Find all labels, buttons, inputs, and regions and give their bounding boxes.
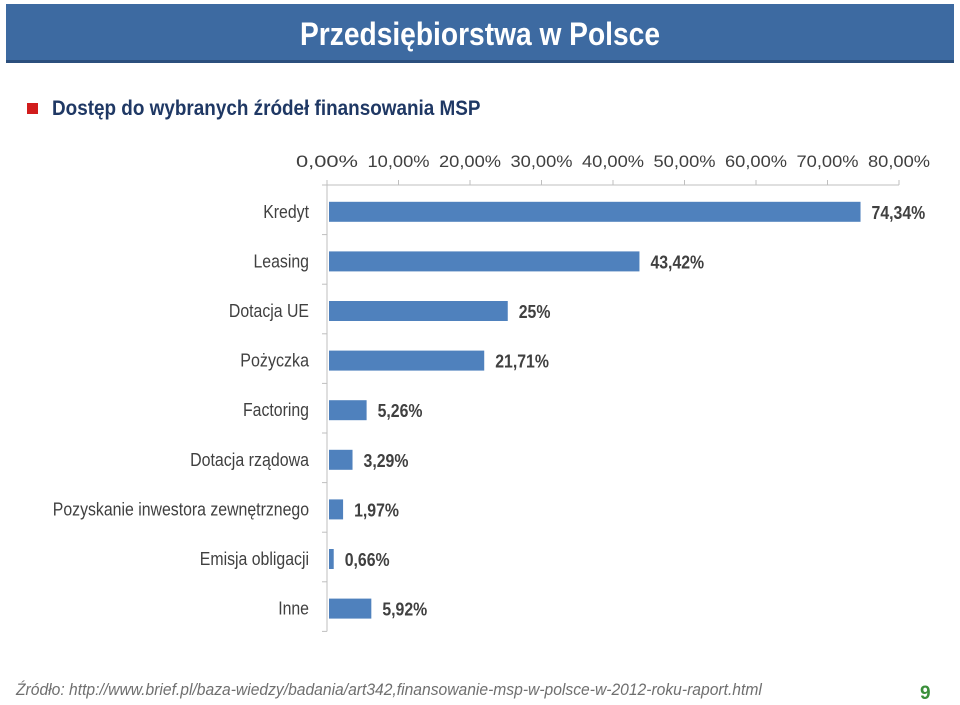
bar — [329, 301, 508, 321]
bar — [329, 201, 861, 222]
x-tick-label: 0,00% — [296, 152, 358, 171]
category-label: Pożyczka — [240, 351, 310, 371]
data-label: 0,66% — [345, 550, 390, 570]
x-tick-label: 70,00% — [797, 152, 859, 171]
category-label: Pozyskanie inwestora zewnętrznego — [53, 499, 309, 519]
title-bar: Przedsiębiorstwa w Polsce — [6, 4, 954, 63]
data-label: 43,42% — [650, 252, 704, 272]
bar — [329, 449, 353, 470]
x-tick-label: 20,00% — [439, 152, 501, 171]
bar — [329, 251, 640, 272]
data-label: 3,29% — [364, 451, 409, 471]
category-label: Inne — [278, 599, 309, 619]
page-number: 9 — [920, 683, 931, 704]
bar — [329, 549, 334, 569]
chart-subtitle: Dostęp do wybranych źródeł finansowania … — [52, 97, 481, 120]
source-note: Źródło: http://www.brief.pl/baza-wiedzy/… — [16, 680, 762, 699]
x-tick-label: 50,00% — [654, 152, 716, 171]
data-label: 5,26% — [378, 401, 423, 421]
slide-title: Przedsiębiorstwa w Polsce — [300, 16, 660, 52]
category-label: Dotacja rządowa — [190, 450, 310, 470]
bar-chart: 0,00% 10,00% 20,00% 30,00% 40,00% 50,00% 60,00… — [53, 152, 930, 632]
bullet-square-icon — [27, 103, 38, 114]
data-label: 25% — [519, 302, 551, 322]
bar — [329, 598, 372, 619]
x-tick-label: 40,00% — [582, 152, 644, 171]
category-label: Kredyt — [263, 202, 309, 222]
x-tick-label: 10,00% — [368, 152, 430, 171]
category-label: Emisja obligacji — [200, 549, 309, 569]
data-label: 74,34% — [872, 203, 926, 223]
x-tick-label: 80,00% — [868, 152, 930, 171]
bar — [329, 400, 367, 421]
category-label: Dotacja UE — [229, 301, 309, 321]
x-tick-label: 60,00% — [725, 152, 787, 171]
data-label: 5,92% — [382, 600, 427, 620]
category-label: Leasing — [254, 251, 310, 271]
bar — [329, 350, 485, 371]
data-label: 1,97% — [354, 500, 399, 520]
bar — [329, 499, 344, 520]
x-tick-label: 30,00% — [511, 152, 573, 171]
data-label: 21,71% — [495, 352, 549, 372]
category-label: Factoring — [243, 400, 309, 420]
